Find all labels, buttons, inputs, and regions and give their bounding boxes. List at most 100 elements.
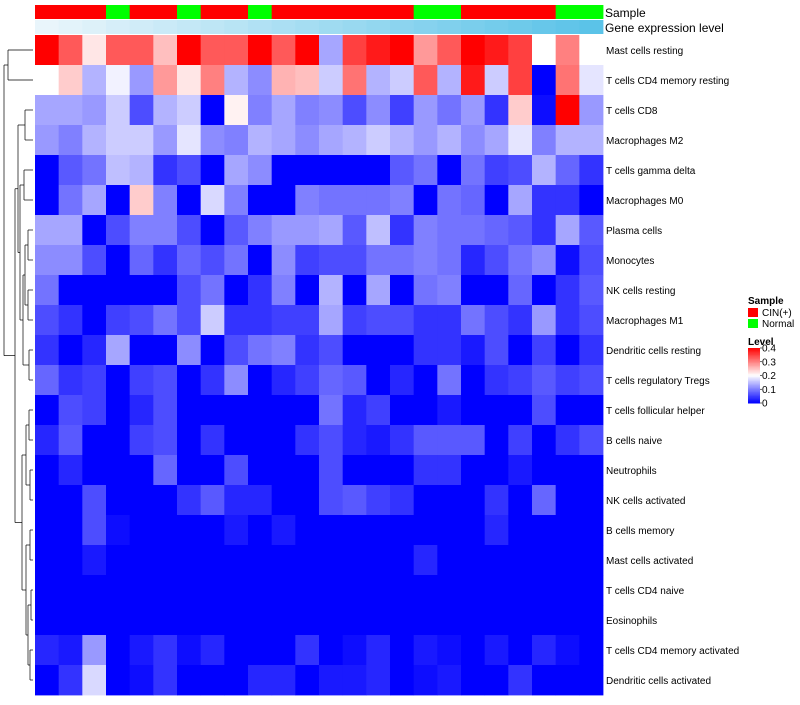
level-legend-gradient-step — [748, 356, 760, 359]
heatmap-cell — [35, 455, 60, 486]
heatmap-cell — [579, 515, 604, 546]
heatmap-cell — [200, 605, 225, 636]
heatmap-cell — [342, 215, 367, 246]
heatmap-cell — [461, 95, 486, 126]
level-legend-gradient-step — [748, 364, 760, 367]
heatmap-row-label: T cells CD4 naive — [606, 586, 685, 597]
heatmap-row-label: NK cells activated — [606, 496, 685, 507]
heatmap-cell — [484, 395, 509, 426]
heatmap-cell — [461, 335, 486, 366]
heatmap-cell — [390, 635, 415, 666]
level-legend-gradient-step — [748, 400, 760, 403]
sample-annotation-cell — [484, 5, 509, 19]
heatmap-cell — [177, 35, 202, 66]
heatmap-cell — [319, 305, 344, 336]
level-legend-gradient-step — [748, 354, 760, 357]
heatmap-cell — [413, 215, 438, 246]
sample-annotation-cell — [319, 5, 344, 19]
heatmap-cell — [129, 665, 154, 696]
heatmap-cell — [484, 35, 509, 66]
heatmap-cell — [177, 275, 202, 306]
level-legend-gradient-step — [748, 353, 760, 356]
heatmap-cell — [319, 125, 344, 156]
heatmap-cell — [271, 605, 296, 636]
heatmap-cell — [271, 635, 296, 666]
heatmap-cell — [461, 215, 486, 246]
heatmap-cell — [82, 155, 107, 186]
heatmap-cell — [295, 95, 320, 126]
level-legend-tick-label: 0.3 — [762, 357, 776, 368]
heatmap-cell — [35, 185, 60, 216]
heatmap-cell — [224, 395, 249, 426]
heatmap-row-label: Plasma cells — [606, 226, 662, 237]
heatmap-cell — [58, 635, 83, 666]
heatmap-cell — [200, 95, 225, 126]
heatmap-row-label: Dendritic cells resting — [606, 346, 701, 357]
level-legend-gradient-step — [748, 378, 760, 381]
heatmap-cell — [129, 605, 154, 636]
heatmap-cell — [58, 395, 83, 426]
heatmap-cell — [271, 185, 296, 216]
level-legend-gradient-step — [748, 387, 760, 390]
gene-expression-annotation-cell — [271, 20, 296, 34]
heatmap-cell — [271, 245, 296, 276]
heatmap-cell — [342, 665, 367, 696]
heatmap-row-label: Macrophages M0 — [606, 196, 684, 207]
heatmap-cell — [508, 65, 533, 96]
level-legend-gradient-step — [748, 401, 760, 404]
heatmap-cell — [484, 605, 509, 636]
heatmap-cell — [129, 65, 154, 96]
heatmap-cell — [437, 635, 462, 666]
heatmap-cell — [295, 455, 320, 486]
heatmap-cell — [35, 425, 60, 456]
heatmap-row-label: T cells CD8 — [606, 106, 658, 117]
heatmap-cell — [555, 275, 580, 306]
heatmap-cell — [461, 185, 486, 216]
heatmap-cell — [177, 335, 202, 366]
heatmap-cell — [484, 425, 509, 456]
heatmap-cell — [319, 95, 344, 126]
heatmap-cell — [579, 155, 604, 186]
heatmap-cell — [390, 485, 415, 516]
level-legend-gradient-step — [748, 390, 760, 393]
heatmap-cell — [35, 635, 60, 666]
gene-expression-annotation-cell — [295, 20, 320, 34]
heatmap-cell — [390, 365, 415, 396]
heatmap-row-label: Dendritic cells activated — [606, 676, 711, 687]
heatmap-cell — [224, 605, 249, 636]
heatmap-cell — [35, 155, 60, 186]
heatmap-cell — [579, 425, 604, 456]
heatmap-cell — [106, 185, 131, 216]
heatmap-cell — [153, 35, 178, 66]
heatmap-cell — [58, 665, 83, 696]
heatmap-cell — [508, 275, 533, 306]
heatmap-cell — [106, 425, 131, 456]
heatmap-cell — [366, 125, 391, 156]
heatmap-cell — [200, 515, 225, 546]
gene-expression-annotation-cell — [177, 20, 202, 34]
heatmap-cell — [129, 515, 154, 546]
heatmap-cell — [366, 455, 391, 486]
level-legend-tick-label: 0.2 — [762, 371, 776, 382]
heatmap-cell — [271, 35, 296, 66]
heatmap-cell — [579, 365, 604, 396]
heatmap-cell — [484, 515, 509, 546]
heatmap-cell — [153, 395, 178, 426]
heatmap-cell — [390, 515, 415, 546]
heatmap-cell — [58, 575, 83, 606]
level-legend-tick-label: 0.1 — [762, 385, 776, 396]
heatmap-cell — [413, 155, 438, 186]
heatmap-cell — [224, 455, 249, 486]
heatmap-cell — [484, 305, 509, 336]
heatmap-cell — [390, 455, 415, 486]
gene-expression-annotation-cell — [532, 20, 557, 34]
gene-expression-annotation-cell — [555, 20, 580, 34]
heatmap-cell — [555, 485, 580, 516]
heatmap-cell — [82, 425, 107, 456]
heatmap-cell — [366, 605, 391, 636]
heatmap-cell — [224, 425, 249, 456]
heatmap-cell — [366, 245, 391, 276]
heatmap-cell — [532, 545, 557, 576]
heatmap-cell — [224, 665, 249, 696]
heatmap-cell — [177, 215, 202, 246]
